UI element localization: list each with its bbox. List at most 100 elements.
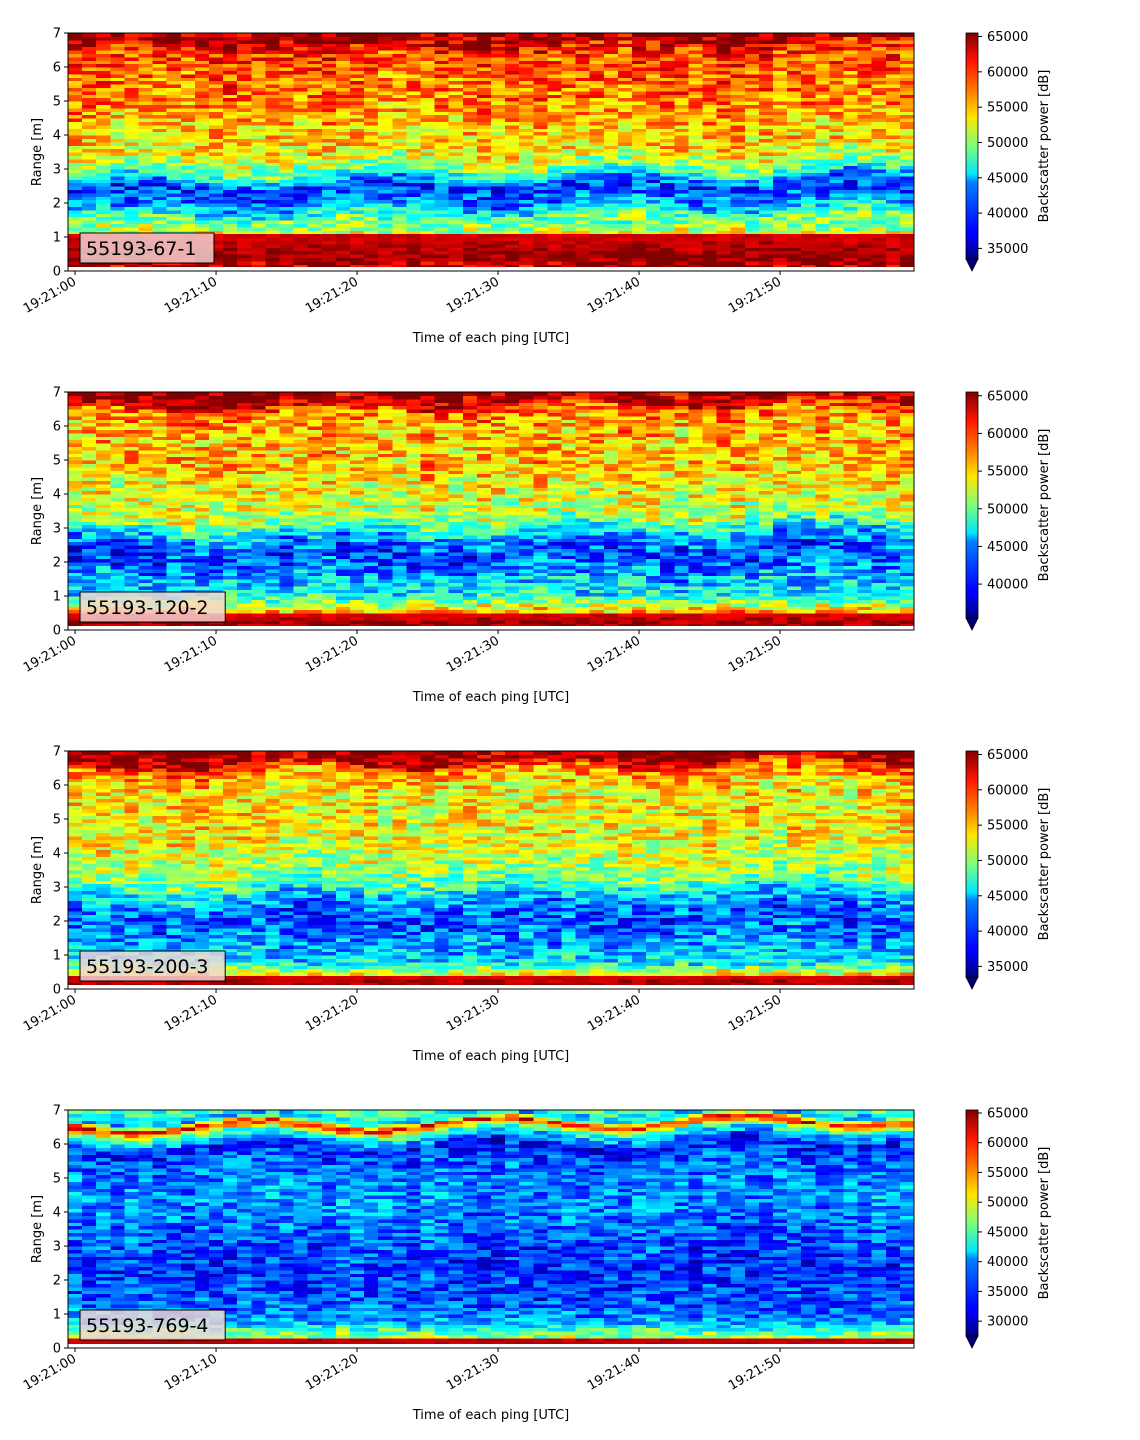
heatmap-cell (900, 132, 915, 136)
heatmap-cell (463, 176, 478, 180)
heatmap-cell (900, 244, 915, 248)
heatmap-cell (576, 244, 591, 248)
heatmap-cell (350, 251, 365, 255)
heatmap-cell (858, 210, 873, 214)
heatmap-cell (646, 251, 661, 255)
heatmap-cell (717, 176, 732, 180)
heatmap-cell (280, 183, 295, 187)
heatmap-cell (364, 33, 379, 37)
heatmap-cell (421, 227, 436, 231)
heatmap-cell (731, 176, 746, 180)
heatmap-cell (773, 33, 788, 37)
heatmap-cell (294, 149, 309, 153)
heatmap-cell (688, 227, 703, 231)
heatmap-cell (449, 193, 464, 197)
heatmap-cell (703, 251, 718, 255)
heatmap-cell (717, 251, 732, 255)
heatmap-cell (421, 193, 436, 197)
heatmap-cell (449, 244, 464, 248)
heatmap-cell (195, 149, 210, 153)
heatmap-cell (139, 200, 154, 204)
heatmap-cell (745, 166, 760, 170)
heatmap-cell (815, 176, 830, 180)
heatmap-cell (350, 159, 365, 163)
heatmap-cell (731, 149, 746, 153)
colorbar-extend-arrow (966, 259, 978, 271)
heatmap-cell (660, 234, 675, 238)
heatmap-cell (139, 132, 154, 136)
heatmap-cell (392, 200, 407, 204)
heatmap-cell (773, 251, 788, 255)
heatmap-cell (181, 149, 196, 153)
heatmap-cell (703, 227, 718, 231)
heatmap-cell (139, 504, 154, 508)
heatmap-cell (731, 251, 746, 255)
heatmap-cell (223, 159, 238, 163)
heatmap-cell (209, 132, 224, 136)
heatmap-cell (449, 227, 464, 231)
heatmap-cell (82, 176, 97, 180)
heatmap-cell (167, 210, 182, 214)
heatmap-cell (646, 142, 661, 146)
heatmap-cell (547, 132, 562, 136)
heatmap-cell (872, 159, 887, 163)
heatmap-cell (209, 176, 224, 180)
heatmap-cell (872, 200, 887, 204)
heatmap-cell (858, 142, 873, 146)
heatmap-cell (590, 210, 605, 214)
heatmap-cell (477, 142, 492, 146)
heatmap-cell (209, 166, 224, 170)
heatmap-cell (815, 244, 830, 248)
heatmap-cell (378, 244, 393, 248)
heatmap-cell (449, 210, 464, 214)
heatmap-cell (280, 142, 295, 146)
heatmap-cell (153, 200, 168, 204)
heatmap-cell (265, 210, 280, 214)
heatmap-cell (491, 159, 506, 163)
heatmap-cell (547, 227, 562, 231)
heatmap-cell (195, 453, 210, 457)
heatmap-cell (632, 217, 647, 221)
heatmap-cell (435, 234, 450, 238)
heatmap-cell (406, 149, 421, 153)
heatmap-cell (886, 159, 901, 163)
heatmap-cell (886, 142, 901, 146)
heatmap-cell (787, 159, 802, 163)
heatmap-cell (280, 234, 295, 238)
heatmap-cell (237, 244, 252, 248)
heatmap-cell (745, 142, 760, 146)
heatmap-cell (378, 132, 393, 136)
heatmap-cell (237, 33, 252, 37)
heatmap-cell (703, 176, 718, 180)
heatmap-cell (674, 33, 689, 37)
heatmap-cell (590, 132, 605, 136)
heatmap-cell (364, 227, 379, 231)
heatmap-cell (449, 176, 464, 180)
heatmap-cell (82, 166, 97, 170)
heatmap-cell (688, 200, 703, 204)
heatmap-cell (364, 166, 379, 170)
heatmap-cell (322, 33, 337, 37)
heatmap-cell (872, 210, 887, 214)
heatmap-cell (96, 470, 111, 474)
heatmap-cell (674, 176, 689, 180)
heatmap-cell (872, 234, 887, 238)
heatmap-cell (858, 200, 873, 204)
heatmap-cell (477, 183, 492, 187)
heatmap-cell (223, 176, 238, 180)
heatmap-cell (294, 244, 309, 248)
heatmap-cell (68, 142, 83, 146)
heatmap-cell (378, 183, 393, 187)
heatmap-cell (463, 142, 478, 146)
heatmap-cell (139, 193, 154, 197)
y-tick-label: 1 (53, 231, 61, 246)
heatmap-cell (745, 149, 760, 153)
heatmap-cell (646, 210, 661, 214)
heatmap-cell (280, 227, 295, 231)
heatmap-cell (632, 193, 647, 197)
heatmap-cell (195, 392, 210, 396)
heatmap-cell (731, 159, 746, 163)
heatmap-cell (844, 251, 859, 255)
heatmap-cell (477, 176, 492, 180)
colorbar-tick-label: 60000 (987, 65, 1028, 80)
